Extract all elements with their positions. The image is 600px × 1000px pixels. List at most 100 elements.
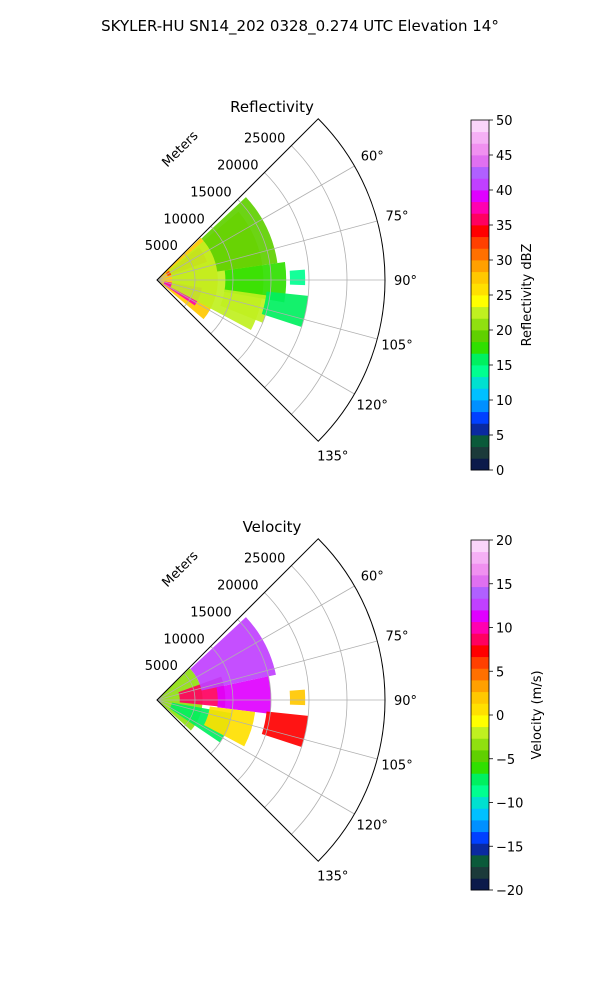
- figure-title: SKYLER-HU SN14_202 0328_0.274 UTC Elevat…: [101, 17, 499, 36]
- colorbar-swatch-26: [471, 155, 489, 168]
- data-region-6: [261, 711, 309, 747]
- colorbar-swatch-6: [471, 388, 489, 401]
- colorbar-swatch-25: [471, 166, 489, 179]
- colorbar-swatch-7: [471, 376, 489, 389]
- colorbar-swatch-5: [471, 820, 489, 833]
- reflectivity-tick-labels: 5000 10000 15000 20000 25000 60° 75° 90° 105° 120…: [145, 132, 417, 465]
- sector-outline: [156, 538, 386, 862]
- colorbar-swatch-22: [471, 621, 489, 634]
- colorbar-swatch-18: [471, 668, 489, 681]
- colorbar-swatch-13: [471, 726, 489, 739]
- reflectivity-grid: [156, 118, 386, 442]
- colorbar-swatch-22: [471, 201, 489, 214]
- radial-tick-label-0: 5000: [145, 239, 178, 254]
- colorbar-swatch-2: [471, 855, 489, 868]
- colorbar-swatch-23: [471, 190, 489, 203]
- colorbar-swatch-10: [471, 341, 489, 354]
- radial-tick-label-0: 5000: [145, 659, 178, 674]
- colorbar-swatch-20: [471, 225, 489, 238]
- colorbar-tick-label-9: 45: [496, 149, 513, 164]
- colorbar-tick-label-6: 10: [496, 622, 513, 637]
- colorbar-tick-label-1: 5: [496, 429, 504, 444]
- colorbar-tick-label-4: 0: [496, 709, 504, 724]
- colorbar-tick-label-7: 35: [496, 219, 513, 234]
- colorbar-swatch-28: [471, 551, 489, 564]
- colorbar-swatch-21: [471, 633, 489, 646]
- radial-tick-label-2: 15000: [190, 605, 231, 620]
- angle-tick-label-0: 60°: [361, 570, 384, 585]
- colorbar-tick-label-0: 0: [496, 464, 504, 479]
- colorbar-swatch-13: [471, 306, 489, 319]
- colorbar-tick-label-7: 15: [496, 578, 513, 593]
- colorbar-swatch-16: [471, 691, 489, 704]
- colorbar-tick-label-5: 25: [496, 289, 513, 304]
- colorbar-tick-label-5: 5: [496, 665, 504, 680]
- radial-tick-label-1: 10000: [163, 212, 204, 227]
- colorbar-swatch-5: [471, 400, 489, 413]
- colorbar-swatch-23: [471, 610, 489, 623]
- colorbar-tick-label-4: 20: [496, 324, 513, 339]
- reflectivity-colorbar: 0 5 10 15 20 25 30 35 40 45 50: [470, 114, 513, 479]
- velocity-title: Velocity: [243, 518, 302, 536]
- colorbar-swatch-12: [471, 738, 489, 751]
- radial-tick-label-4: 25000: [244, 132, 285, 147]
- colorbar-swatch-25: [471, 586, 489, 599]
- radial-tick-label-3: 20000: [217, 579, 258, 594]
- colorbar-swatch-26: [471, 575, 489, 588]
- colorbar-tick-label-3: 15: [496, 359, 513, 374]
- data-region-4: [216, 676, 271, 714]
- colorbar-swatch-15: [471, 283, 489, 296]
- colorbar-swatch-17: [471, 260, 489, 273]
- velocity-radial-label: Meters: [160, 548, 202, 590]
- colorbar-swatch-21: [471, 213, 489, 226]
- angle-tick-label-5: 135°: [317, 870, 348, 885]
- colorbar-swatch-8: [471, 365, 489, 378]
- angle-tick-label-0: 60°: [361, 150, 384, 165]
- colorbar-tick-label-0: −20: [496, 884, 523, 899]
- colorbar-swatch-19: [471, 236, 489, 249]
- colorbar-swatch-27: [471, 563, 489, 576]
- colorbar-swatch-16: [471, 271, 489, 284]
- reflectivity-title: Reflectivity: [230, 98, 314, 116]
- colorbar-swatch-29: [471, 540, 489, 553]
- radial-tick-label-2: 15000: [190, 185, 231, 200]
- velocity-tick-labels: 5000 10000 15000 20000 25000 60° 75° 90° 105° 120…: [145, 552, 417, 885]
- reflectivity-radial-label: Meters: [160, 128, 202, 170]
- angle-gridline-0: [156, 585, 355, 701]
- angle-gridline-1: [156, 220, 378, 281]
- radial-tick-label-4: 25000: [244, 552, 285, 567]
- colorbar-swatch-15: [471, 703, 489, 716]
- colorbar-tick-label-2: −10: [496, 797, 523, 812]
- colorbar-tick-label-1: −15: [496, 840, 523, 855]
- colorbar-swatch-9: [471, 353, 489, 366]
- angle-gridline-3: [156, 279, 378, 340]
- velocity-data: [157, 617, 309, 747]
- angle-tick-label-1: 75°: [386, 210, 409, 225]
- colorbar-swatch-1: [471, 446, 489, 459]
- angle-tick-label-3: 105°: [381, 338, 412, 353]
- colorbar-swatch-20: [471, 645, 489, 658]
- angle-gridline-4: [156, 279, 355, 395]
- colorbar-swatch-2: [471, 435, 489, 448]
- colorbar-tick-label-8: 40: [496, 184, 513, 199]
- data-region-3: [190, 617, 276, 691]
- colorbar-swatch-12: [471, 318, 489, 331]
- angle-gridline-0: [156, 165, 355, 281]
- colorbar-swatch-11: [471, 750, 489, 763]
- colorbar-swatch-1: [471, 866, 489, 879]
- angle-tick-label-3: 105°: [381, 758, 412, 773]
- angle-tick-label-2: 90°: [394, 694, 417, 709]
- colorbar-swatch-14: [471, 715, 489, 728]
- reflectivity-panel: Reflectivity 5000 10000 15000 20000 25000 60°…: [145, 98, 535, 479]
- colorbar-tick-label-8: 20: [496, 534, 513, 549]
- sector-outline: [156, 118, 386, 442]
- colorbar-swatch-11: [471, 330, 489, 343]
- colorbar-swatch-9: [471, 773, 489, 786]
- colorbar-tick-label-10: 50: [496, 114, 513, 129]
- colorbar-swatch-7: [471, 796, 489, 809]
- colorbar-swatch-0: [471, 878, 489, 891]
- colorbar-swatch-10: [471, 761, 489, 774]
- velocity-grid: [156, 538, 386, 862]
- colorbar-swatch-4: [471, 831, 489, 844]
